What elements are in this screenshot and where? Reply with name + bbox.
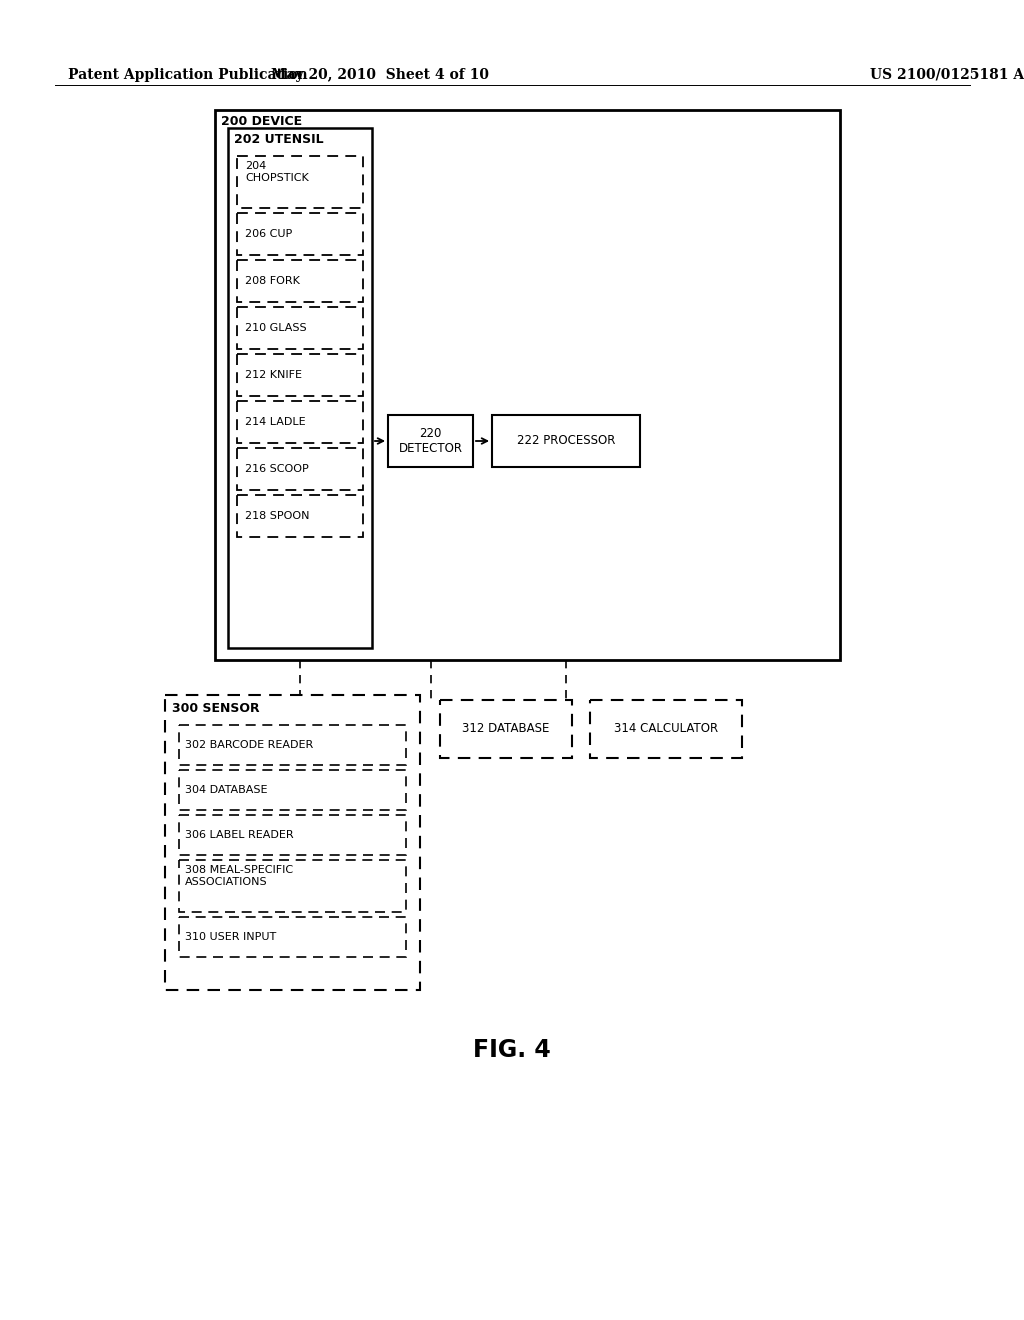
Text: 210 GLASS: 210 GLASS [245,323,306,333]
Text: 304 DATABASE: 304 DATABASE [185,785,267,795]
Bar [237,401,362,444]
Bar [492,414,640,467]
Text: 308 MEAL-SPECIFIC
ASSOCIATIONS: 308 MEAL-SPECIFIC ASSOCIATIONS [185,865,293,887]
Text: 310 USER INPUT: 310 USER INPUT [185,932,276,942]
Text: 200 DEVICE: 200 DEVICE [221,115,302,128]
Text: 306 LABEL READER: 306 LABEL READER [185,830,294,840]
Bar [237,495,362,537]
Bar [388,414,473,467]
Bar [237,308,362,348]
Text: 314 CALCULATOR: 314 CALCULATOR [614,722,718,735]
Bar [165,696,420,990]
Text: May 20, 2010  Sheet 4 of 10: May 20, 2010 Sheet 4 of 10 [271,69,489,82]
Bar [179,814,406,855]
Text: US 2100/0125181 A1: US 2100/0125181 A1 [870,69,1024,82]
Text: 206 CUP: 206 CUP [245,228,292,239]
Text: FIG. 4: FIG. 4 [473,1038,551,1063]
Bar [228,128,372,648]
Bar [179,917,406,957]
Text: 214 LADLE: 214 LADLE [245,417,305,426]
Bar [237,156,362,209]
Text: 204
CHOPSTICK: 204 CHOPSTICK [245,161,309,182]
Bar [179,861,406,912]
Bar [237,260,362,302]
Bar [215,110,840,660]
Bar [440,700,572,758]
Bar [237,354,362,396]
Text: 220
DETECTOR: 220 DETECTOR [398,426,463,455]
Text: 312 DATABASE: 312 DATABASE [462,722,550,735]
Text: 216 SCOOP: 216 SCOOP [245,465,309,474]
Text: 302 BARCODE READER: 302 BARCODE READER [185,741,313,750]
Text: 212 KNIFE: 212 KNIFE [245,370,302,380]
Text: 218 SPOON: 218 SPOON [245,511,309,521]
Text: Patent Application Publication: Patent Application Publication [68,69,307,82]
Bar [590,700,742,758]
Text: 222 PROCESSOR: 222 PROCESSOR [517,434,615,447]
Bar [179,725,406,766]
Text: 208 FORK: 208 FORK [245,276,300,286]
Text: 202 UTENSIL: 202 UTENSIL [234,133,324,147]
Text: 300 SENSOR: 300 SENSOR [172,702,260,715]
Bar [237,447,362,490]
Bar [179,770,406,810]
Bar [237,213,362,255]
